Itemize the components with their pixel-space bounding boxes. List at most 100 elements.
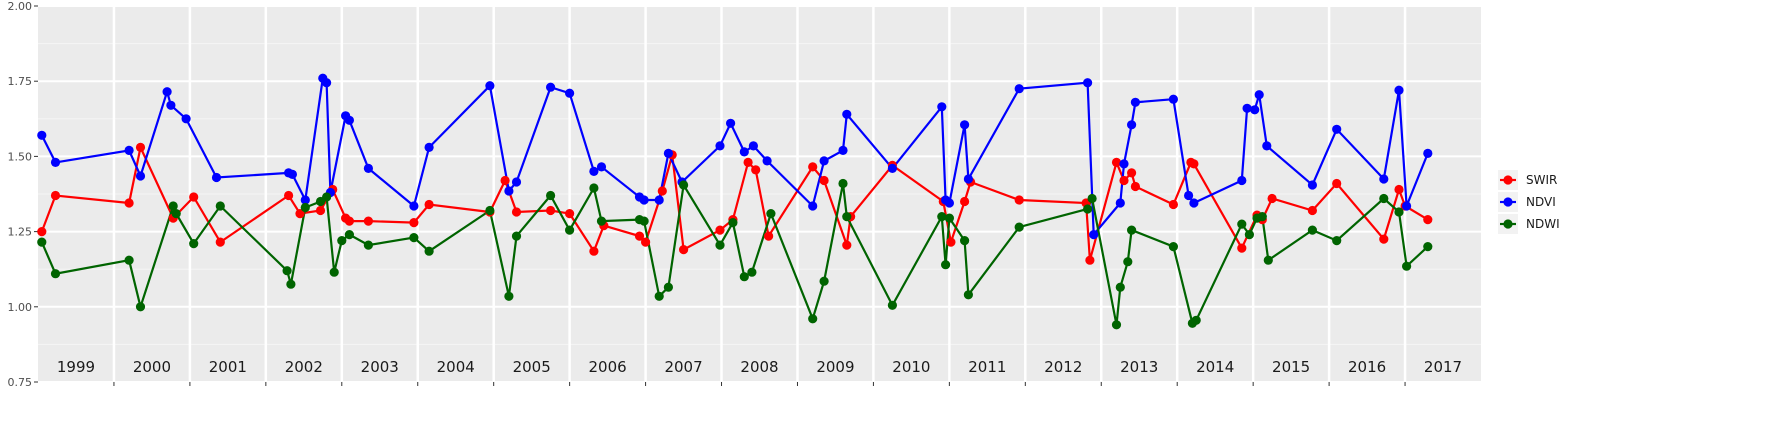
year-label: 2005 [513, 358, 551, 376]
y-tick-label: 1.25 [8, 226, 33, 239]
point-swir [634, 231, 645, 241]
point-ndvi [819, 156, 829, 166]
point-ndvi [596, 162, 607, 172]
point-ndvi [565, 88, 575, 98]
y-axis: 0.75 1.00 1.25 1.50 1.75 2.00 [8, 0, 38, 389]
point-ndvi [1130, 97, 1140, 107]
point-ndvi [1262, 141, 1272, 151]
point-swir [589, 246, 599, 256]
point-ndwi [363, 240, 373, 250]
point-swir [641, 237, 651, 247]
point-ndvi [1250, 105, 1260, 115]
point-ndwi [589, 183, 599, 193]
point-ndvi [135, 171, 146, 181]
point-swir [344, 216, 354, 226]
point-ndwi [546, 190, 556, 201]
legend-label-ndwi: NDWI [1526, 217, 1560, 231]
point-swir [1267, 193, 1277, 204]
point-ndwi [1127, 225, 1137, 235]
year-label: 2010 [892, 358, 930, 376]
point-swir [1119, 175, 1129, 186]
point-ndvi [715, 141, 725, 151]
point-ndwi [168, 201, 178, 211]
point-ndwi [1379, 193, 1389, 204]
legend-key-point [1503, 219, 1513, 229]
point-ndvi [654, 195, 664, 205]
point-ndvi [37, 130, 47, 140]
point-ndvi [1332, 124, 1342, 134]
point-ndwi [747, 267, 757, 277]
point-ndwi [1263, 255, 1273, 265]
point-swir [960, 196, 970, 207]
point-ndwi [124, 255, 134, 265]
point-ndwi [485, 205, 495, 216]
point-ndwi [1402, 261, 1412, 271]
year-labels: 1999 2000 2001 2002 2003 2004 2005 2006 2007 2008… [57, 358, 1462, 376]
point-ndvi [1184, 190, 1194, 201]
point-ndvi [1189, 198, 1199, 208]
year-label: 2003 [361, 358, 399, 376]
x-axis-ticks [113, 382, 1406, 386]
point-ndvi [726, 118, 736, 128]
point-swir [1111, 157, 1122, 167]
y-tick-label: 0.75 [8, 376, 33, 389]
point-ndvi [1254, 90, 1264, 100]
point-ndvi [50, 157, 61, 167]
point-ndwi [887, 300, 898, 310]
point-ndwi [728, 218, 738, 228]
point-ndwi [1014, 222, 1024, 232]
point-ndwi [838, 178, 848, 189]
point-ndwi [842, 212, 852, 222]
point-swir [363, 216, 373, 226]
point-ndwi [1191, 315, 1201, 325]
point-swir [1307, 205, 1317, 216]
point-swir [409, 218, 419, 228]
legend: SWIR NDVI NDWI [1498, 170, 1560, 234]
point-ndvi [363, 163, 373, 173]
point-ndwi [937, 212, 947, 222]
point-ndwi [424, 246, 434, 256]
point-ndvi [344, 115, 354, 125]
point-ndwi [337, 236, 347, 246]
point-swir [1127, 168, 1137, 178]
point-ndvi [409, 201, 419, 211]
point-ndwi [654, 291, 664, 301]
year-label: 2000 [133, 358, 171, 376]
point-swir [1332, 178, 1342, 189]
point-ndvi [748, 141, 759, 151]
point-ndvi [887, 163, 898, 173]
point-ndvi [1394, 85, 1404, 95]
legend-label-swir: SWIR [1526, 173, 1557, 187]
point-ndvi [211, 172, 222, 183]
point-ndwi [329, 267, 339, 277]
point-ndvi [322, 78, 332, 88]
point-ndwi [215, 201, 225, 211]
point-swir [1189, 159, 1199, 169]
legend-key-point [1503, 197, 1513, 207]
point-ndwi [1423, 242, 1433, 252]
point-ndvi [1168, 94, 1178, 104]
point-ndvi [963, 174, 974, 184]
point-swir [1237, 243, 1247, 253]
point-ndwi [300, 202, 310, 213]
year-label: 2007 [664, 358, 702, 376]
point-ndwi [1307, 225, 1317, 235]
point-ndvi [960, 120, 970, 130]
point-swir [315, 205, 326, 216]
plot-panels [38, 5, 1481, 383]
point-ndwi [1237, 219, 1247, 229]
point-ndwi [1087, 193, 1097, 204]
point-swir [743, 157, 753, 167]
point-ndvi [287, 169, 297, 179]
point-ndwi [171, 209, 181, 219]
legend-label-ndvi: NDVI [1526, 195, 1556, 209]
point-ndvi [124, 145, 134, 155]
point-swir [657, 186, 667, 196]
point-ndvi [485, 81, 495, 91]
point-swir [1423, 215, 1433, 225]
point-ndwi [1332, 236, 1342, 246]
point-ndvi [166, 100, 176, 110]
point-swir [764, 231, 774, 241]
legend-key-point [1503, 175, 1513, 185]
